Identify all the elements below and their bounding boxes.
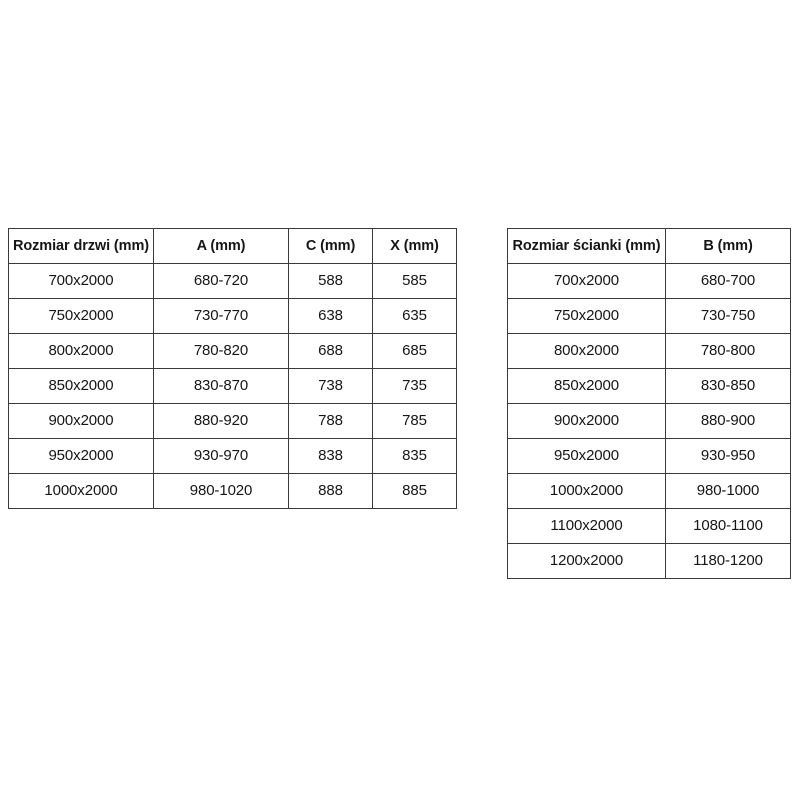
cell-x: 785 <box>372 403 457 439</box>
cell-wall-size: 900x2000 <box>507 403 666 439</box>
cell-a: 930-970 <box>153 438 289 474</box>
table-row: 1200x2000 1180-1200 <box>507 543 791 579</box>
cell-door-size: 800x2000 <box>8 333 154 369</box>
table-header-row: Rozmiar ścianki (mm) B (mm) <box>507 228 791 264</box>
cell-x: 585 <box>372 263 457 299</box>
cell-c: 638 <box>288 298 373 334</box>
door-table-body: 700x2000 680-720 588 585 750x2000 730-77… <box>8 263 457 509</box>
cell-x: 685 <box>372 333 457 369</box>
cell-b: 980-1000 <box>665 473 791 509</box>
cell-b: 830-850 <box>665 368 791 404</box>
cell-wall-size: 800x2000 <box>507 333 666 369</box>
cell-c: 688 <box>288 333 373 369</box>
cell-wall-size: 950x2000 <box>507 438 666 474</box>
table-row: 700x2000 680-700 <box>507 263 791 299</box>
table-row: 900x2000 880-900 <box>507 403 791 439</box>
cell-c: 588 <box>288 263 373 299</box>
cell-b: 880-900 <box>665 403 791 439</box>
cell-a: 980-1020 <box>153 473 289 509</box>
door-table-header: Rozmiar drzwi (mm) A (mm) C (mm) X (mm) <box>8 228 457 264</box>
cell-c: 838 <box>288 438 373 474</box>
cell-door-size: 950x2000 <box>8 438 154 474</box>
table-row: 950x2000 930-950 <box>507 438 791 474</box>
cell-x: 735 <box>372 368 457 404</box>
cell-door-size: 850x2000 <box>8 368 154 404</box>
column-header-wall-size: Rozmiar ścianki (mm) <box>507 228 666 264</box>
cell-c: 788 <box>288 403 373 439</box>
cell-wall-size: 1100x2000 <box>507 508 666 544</box>
cell-wall-size: 1200x2000 <box>507 543 666 579</box>
table-header-row: Rozmiar drzwi (mm) A (mm) C (mm) X (mm) <box>8 228 457 264</box>
table-row: 900x2000 880-920 788 785 <box>8 403 457 439</box>
cell-a: 680-720 <box>153 263 289 299</box>
table-row: 800x2000 780-800 <box>507 333 791 369</box>
table-row: 1000x2000 980-1000 <box>507 473 791 509</box>
cell-b: 680-700 <box>665 263 791 299</box>
table-row: 750x2000 730-750 <box>507 298 791 334</box>
column-header-door-size: Rozmiar drzwi (mm) <box>8 228 154 264</box>
column-header-b: B (mm) <box>665 228 791 264</box>
cell-door-size: 750x2000 <box>8 298 154 334</box>
cell-x: 835 <box>372 438 457 474</box>
cell-door-size: 900x2000 <box>8 403 154 439</box>
table-row: 850x2000 830-850 <box>507 368 791 404</box>
cell-x: 635 <box>372 298 457 334</box>
cell-door-size: 1000x2000 <box>8 473 154 509</box>
cell-c: 888 <box>288 473 373 509</box>
table-row: 800x2000 780-820 688 685 <box>8 333 457 369</box>
cell-wall-size: 750x2000 <box>507 298 666 334</box>
wall-table-body: 700x2000 680-700 750x2000 730-750 800x20… <box>507 263 791 579</box>
cell-x: 885 <box>372 473 457 509</box>
cell-b: 930-950 <box>665 438 791 474</box>
table-row: 950x2000 930-970 838 835 <box>8 438 457 474</box>
cell-b: 1080-1100 <box>665 508 791 544</box>
cell-a: 780-820 <box>153 333 289 369</box>
table-row: 1100x2000 1080-1100 <box>507 508 791 544</box>
cell-door-size: 700x2000 <box>8 263 154 299</box>
wall-table-header: Rozmiar ścianki (mm) B (mm) <box>507 228 791 264</box>
cell-b: 780-800 <box>665 333 791 369</box>
cell-wall-size: 1000x2000 <box>507 473 666 509</box>
table-row: 1000x2000 980-1020 888 885 <box>8 473 457 509</box>
door-size-table: Rozmiar drzwi (mm) A (mm) C (mm) X (mm) … <box>8 228 457 509</box>
column-header-a: A (mm) <box>153 228 289 264</box>
cell-b: 730-750 <box>665 298 791 334</box>
cell-b: 1180-1200 <box>665 543 791 579</box>
cell-c: 738 <box>288 368 373 404</box>
wall-size-table: Rozmiar ścianki (mm) B (mm) 700x2000 680… <box>507 228 791 579</box>
cell-a: 880-920 <box>153 403 289 439</box>
table-row: 700x2000 680-720 588 585 <box>8 263 457 299</box>
column-header-x: X (mm) <box>372 228 457 264</box>
column-header-c: C (mm) <box>288 228 373 264</box>
cell-a: 830-870 <box>153 368 289 404</box>
cell-wall-size: 850x2000 <box>507 368 666 404</box>
table-row: 750x2000 730-770 638 635 <box>8 298 457 334</box>
cell-a: 730-770 <box>153 298 289 334</box>
cell-wall-size: 700x2000 <box>507 263 666 299</box>
table-row: 850x2000 830-870 738 735 <box>8 368 457 404</box>
